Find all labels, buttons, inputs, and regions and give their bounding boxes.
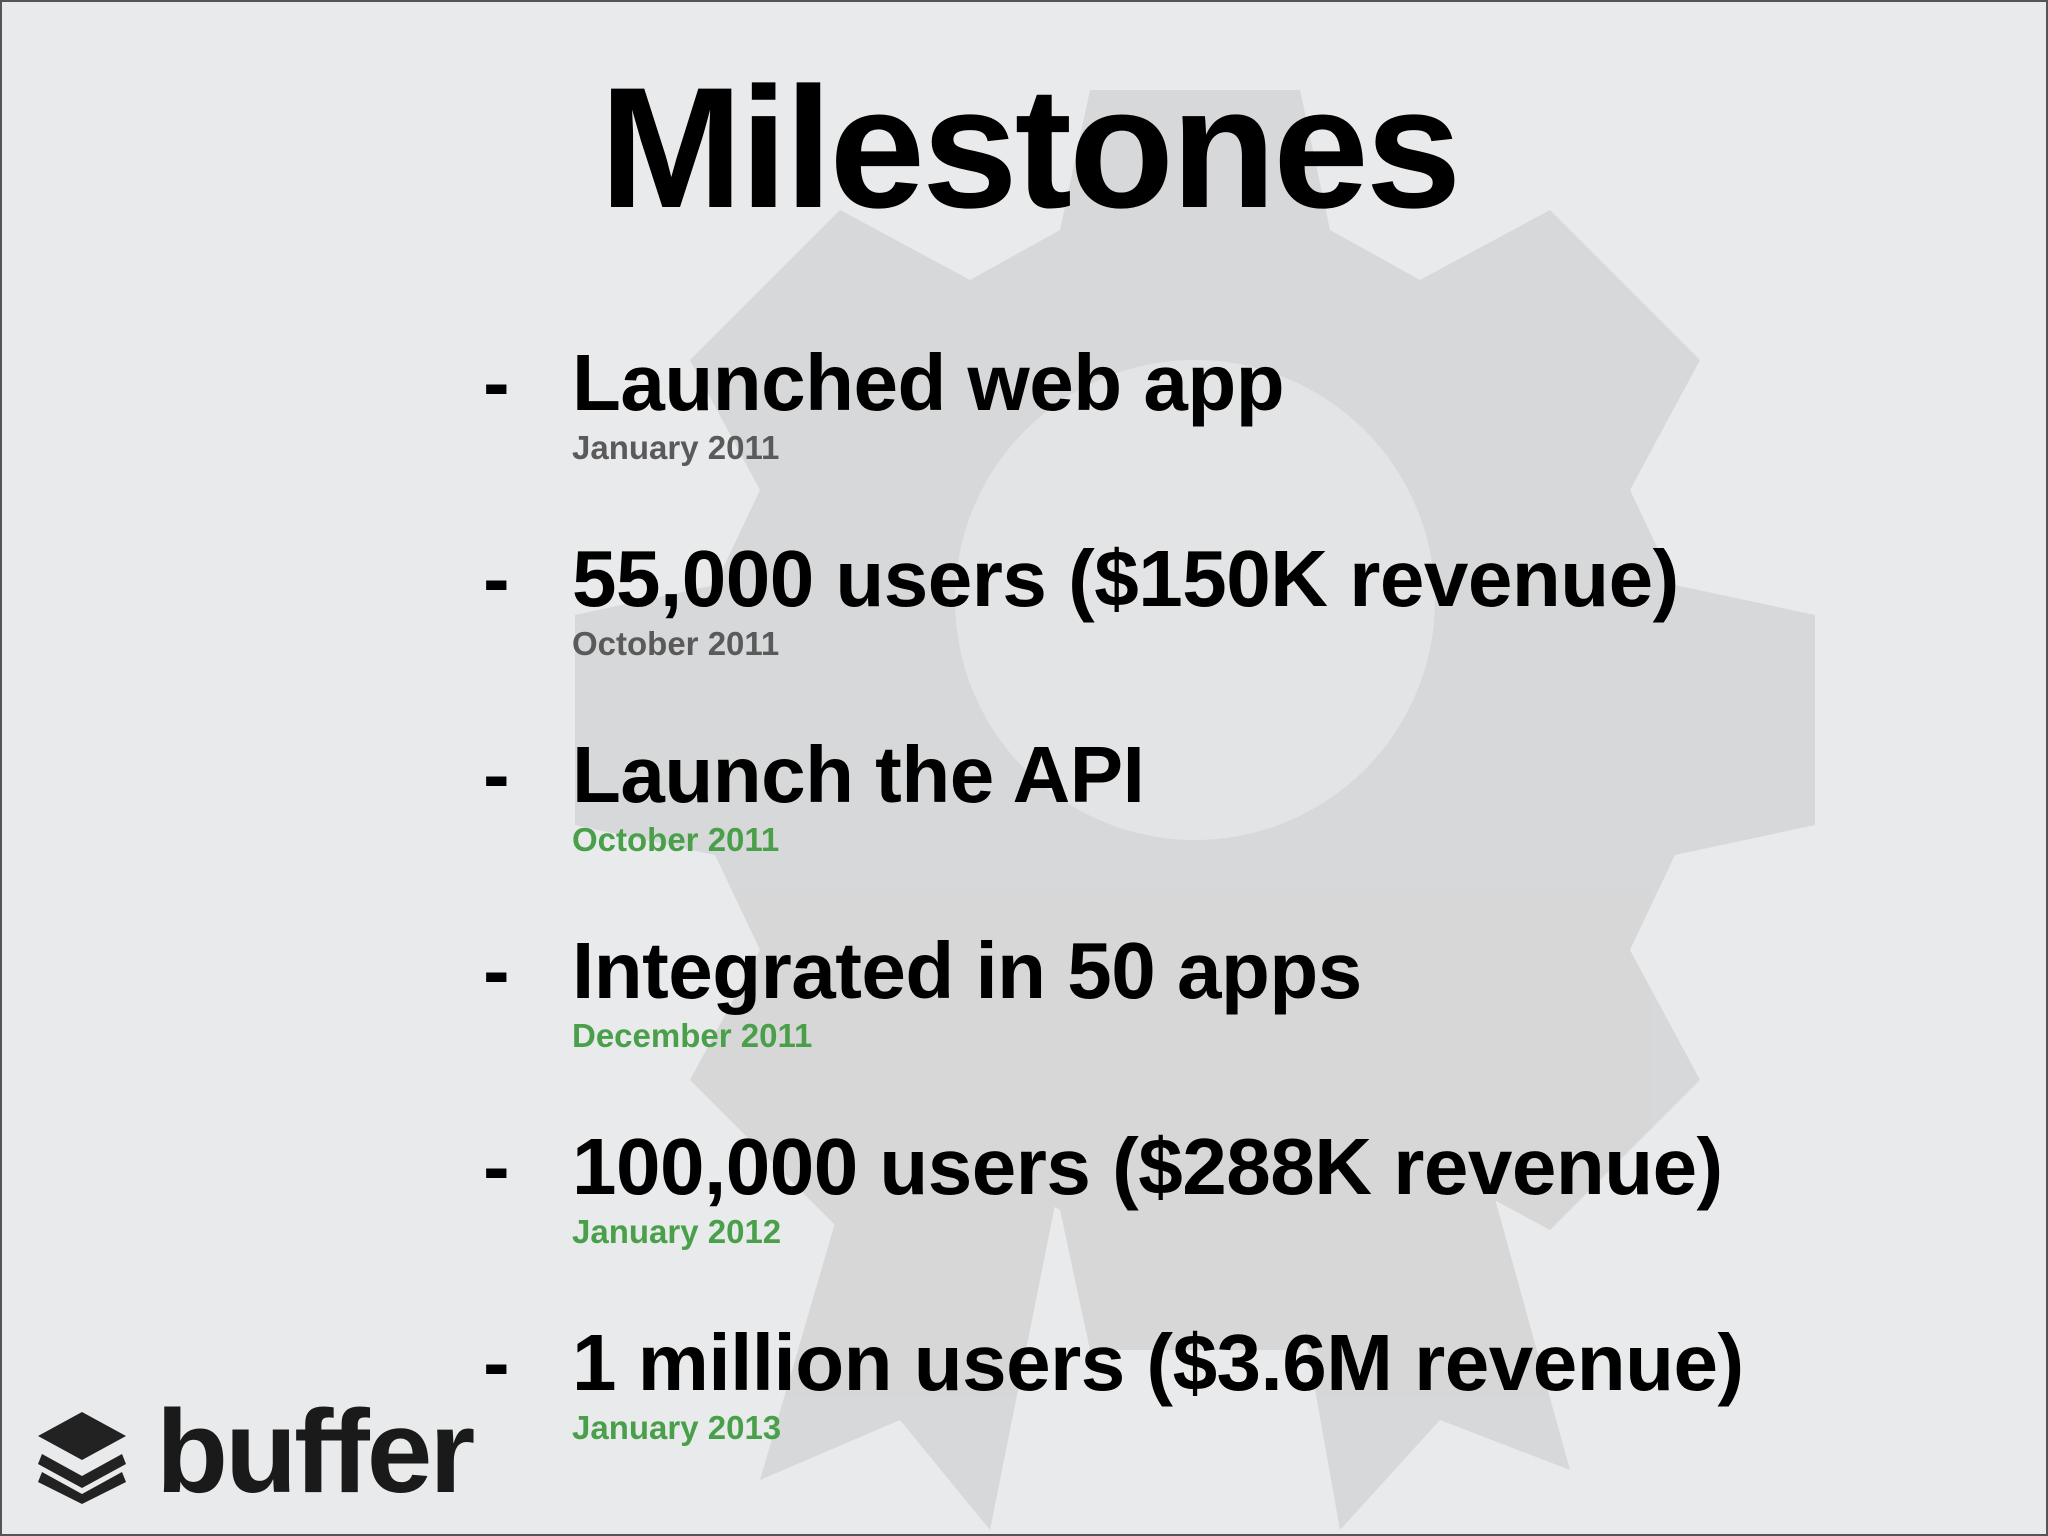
milestone-text: Integrated in 50 apps [572, 926, 1362, 1015]
milestone-date: January 2013 [572, 1409, 782, 1446]
bullet-dash: - [483, 926, 510, 1015]
logo-text: buffer [156, 1386, 475, 1518]
milestone-date: December 2011 [572, 1017, 813, 1054]
milestone-text: 1 million users ($3.6M revenue) [572, 1318, 1744, 1407]
milestone-date: January 2012 [572, 1213, 782, 1250]
milestone-date: October 2011 [572, 821, 780, 858]
bullet-dash: - [483, 1318, 510, 1407]
milestone-text: 55,000 users ($150K revenue) [572, 534, 1679, 623]
milestone-date: January 2011 [572, 429, 780, 466]
bullet-dash: - [483, 1122, 510, 1211]
bullet-dash: - [483, 338, 510, 427]
buffer-logo: buffer [38, 1393, 475, 1511]
slide-title: Milestones [599, 52, 1462, 244]
bullet-dash: - [483, 730, 510, 819]
bullet-dash: - [483, 534, 510, 623]
milestone-text: Launch the API [572, 730, 1145, 819]
milestone-date: October 2011 [572, 625, 780, 662]
milestone-text: Launched web app [572, 338, 1285, 427]
stacked-layers-icon [38, 1412, 126, 1504]
milestone-text: 100,000 users ($288K revenue) [572, 1122, 1723, 1211]
